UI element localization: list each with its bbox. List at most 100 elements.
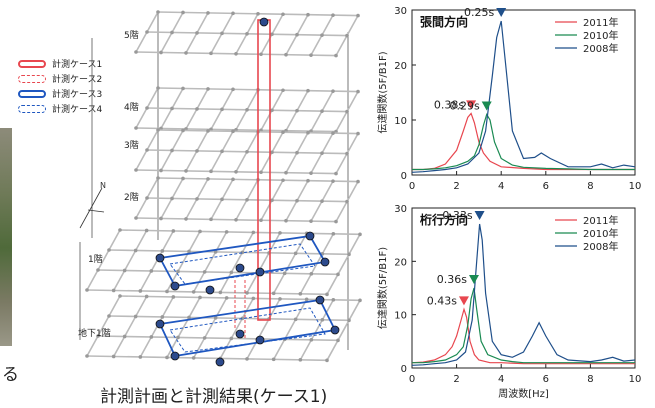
- grid-node: [202, 336, 207, 340]
- grid-node: [320, 109, 324, 113]
- sensor-marker: [235, 263, 245, 273]
- cut-text: る: [2, 365, 19, 385]
- grid-node: [134, 168, 138, 172]
- measurement-legend: 計測ケース1 計測ケース2 計測ケース3 計測ケース4: [18, 56, 102, 116]
- grid-node: [181, 176, 185, 181]
- grid-node: [206, 11, 210, 15]
- floor-label-4f: 4階: [124, 103, 139, 113]
- y-tick-label: 0: [401, 171, 407, 182]
- legend-label: 2010年: [583, 29, 618, 42]
- grid-node: [309, 53, 313, 57]
- grid-node: [347, 318, 351, 323]
- grid-node: [224, 230, 229, 234]
- grid-node: [213, 250, 218, 254]
- floor-plate-2: [134, 128, 360, 176]
- grid-line: [97, 335, 339, 342]
- grid-node: [202, 270, 207, 274]
- y-axis-label: 伝達関数(5F/B1F): [376, 247, 389, 329]
- peak-marker: [468, 275, 479, 284]
- x-tick-label: 0: [409, 181, 415, 192]
- case4-loop-b1f: [169, 307, 326, 353]
- grid-node: [198, 229, 202, 234]
- grid-node: [320, 318, 325, 322]
- grid-node: [256, 12, 260, 16]
- sensor-marker: [155, 253, 165, 263]
- grid-node: [320, 151, 324, 155]
- y-tick-label: 20: [394, 61, 407, 72]
- peak-label: 0.25s: [464, 6, 494, 19]
- sensor-marker: [320, 257, 330, 267]
- grid-line: [97, 269, 339, 276]
- grid-line: [272, 298, 308, 360]
- grid-node: [181, 128, 185, 133]
- peak-marker: [466, 100, 477, 110]
- peak-label: 0.36s: [437, 273, 467, 286]
- grid-node: [284, 52, 288, 57]
- grid-node: [278, 297, 282, 301]
- grid-node: [331, 131, 335, 135]
- grid-node: [320, 33, 324, 37]
- floor-label-3f: 3階: [124, 141, 139, 151]
- figure-caption: 計測計画と計測結果(ケース1): [100, 387, 328, 407]
- grid-node: [170, 148, 174, 153]
- y-axis-label: 伝達関数(5F/B1F): [376, 51, 389, 133]
- grid-node: [281, 178, 285, 183]
- grid-node: [281, 12, 285, 17]
- grid-line: [108, 315, 350, 322]
- grid-node: [231, 177, 235, 182]
- grid-node: [331, 179, 335, 183]
- site-photo: [0, 128, 12, 346]
- grid-node: [336, 272, 340, 277]
- grid-node: [251, 296, 256, 301]
- grid-node: [144, 228, 149, 233]
- grid-node: [170, 196, 174, 201]
- grid-node: [156, 176, 160, 180]
- sensor-marker: [315, 295, 325, 305]
- grid-node: [270, 150, 274, 155]
- grid-line: [326, 299, 361, 361]
- grid-node: [320, 199, 324, 203]
- peak-marker: [458, 296, 469, 306]
- legend-label: 2011年: [583, 214, 618, 227]
- building-diagram: N: [79, 10, 362, 367]
- peak-marker: [481, 101, 492, 111]
- grid-line: [112, 230, 148, 291]
- sensor-marker: [170, 351, 180, 361]
- floor-label-2f: 2階: [124, 193, 139, 203]
- grid-node: [245, 150, 249, 154]
- grid-node: [240, 316, 245, 321]
- grid-node: [156, 128, 160, 132]
- grid-node: [171, 295, 176, 299]
- legend-label: 2011年: [583, 16, 618, 29]
- grid-node: [134, 126, 138, 130]
- grid-node: [298, 292, 303, 296]
- grid-node: [209, 217, 213, 222]
- grid-node: [356, 179, 360, 184]
- grid-line: [192, 297, 228, 359]
- grid-line: [86, 229, 121, 291]
- grid-node: [220, 31, 224, 36]
- grid-node: [284, 170, 288, 175]
- grid-node: [85, 288, 89, 292]
- grid-node: [181, 10, 185, 15]
- grid-node: [159, 168, 163, 173]
- grid-node: [240, 250, 245, 255]
- grid-node: [145, 148, 149, 152]
- floor-plates: [85, 10, 362, 363]
- grid-node: [184, 51, 188, 55]
- grid-node: [345, 199, 349, 204]
- grid-node: [259, 218, 263, 223]
- x-tick-label: 0: [409, 374, 415, 385]
- grid-node: [234, 218, 238, 222]
- grid-node: [195, 31, 199, 35]
- grid-node: [331, 13, 335, 17]
- grid-node: [160, 249, 165, 253]
- grid-node: [270, 198, 274, 203]
- sensor-marker: [305, 231, 315, 241]
- grid-node: [145, 196, 149, 200]
- grid-line: [112, 296, 148, 357]
- grid-node: [245, 108, 249, 112]
- grid-node: [331, 89, 335, 93]
- sensor-marker: [235, 329, 245, 339]
- grid-node: [245, 291, 249, 295]
